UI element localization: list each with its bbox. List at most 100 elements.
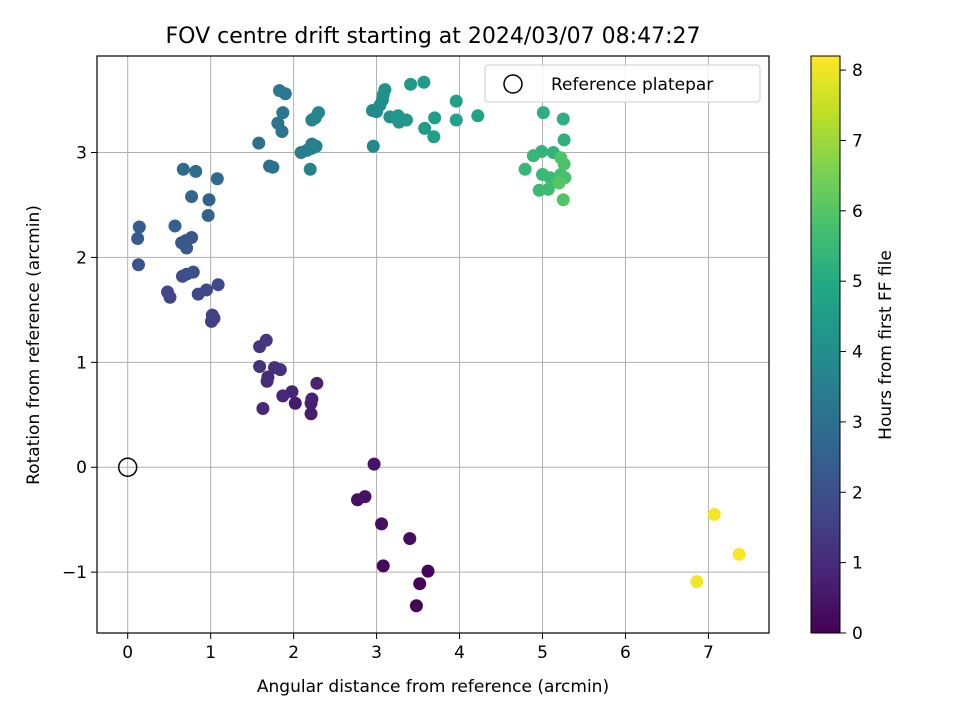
scatter-point	[200, 283, 214, 297]
scatter-point	[210, 172, 224, 186]
y-tick-label: 2	[76, 248, 87, 268]
scatter-point	[358, 490, 372, 504]
colorbar-tick-label: 0	[852, 624, 863, 644]
y-tick-label: 3	[76, 144, 87, 164]
scatter-point	[189, 164, 203, 178]
scatter-point	[278, 87, 292, 101]
x-axis-label: Angular distance from reference (arcmin)	[257, 677, 609, 697]
scatter-point	[409, 599, 423, 613]
scatter-point	[375, 517, 389, 531]
scatter-point	[180, 241, 194, 255]
scatter-point	[261, 370, 275, 384]
scatter-point	[132, 220, 146, 234]
colorbar-tick-label: 4	[852, 343, 863, 363]
scatter-point	[556, 112, 570, 126]
scatter-point	[168, 219, 182, 233]
colorbar-tick-label: 2	[852, 483, 863, 503]
scatter-point	[131, 232, 145, 246]
scatter-point	[312, 106, 326, 120]
scatter-point	[366, 139, 380, 153]
colorbar-label: Hours from first FF file	[876, 250, 896, 440]
scatter-point	[732, 547, 746, 561]
scatter-point	[275, 125, 289, 139]
scatter-point	[185, 190, 199, 204]
scatter-point	[131, 258, 145, 272]
scatter-point	[276, 106, 290, 120]
scatter-point	[367, 457, 381, 471]
scatter-point	[276, 389, 290, 403]
scatter-point	[556, 193, 570, 207]
legend-entry-reference: Reference platepar	[551, 75, 713, 95]
scatter-point	[557, 133, 571, 147]
x-tick-label: 0	[122, 643, 133, 663]
scatter-point	[288, 396, 302, 410]
y-axis-ticks: −1 0 1 2 3	[62, 144, 97, 583]
scatter-point	[541, 182, 555, 196]
scatter-point	[449, 113, 463, 127]
scatter-point	[201, 208, 215, 222]
scatter-point	[536, 106, 550, 120]
legend-box	[484, 64, 761, 103]
scatter-point	[421, 564, 435, 578]
scatter-point	[309, 139, 323, 153]
scatter-point	[427, 130, 441, 144]
chart-title: FOV centre drift starting at 2024/03/07 …	[166, 24, 701, 49]
scatter-point	[417, 75, 431, 89]
scatter-point	[205, 308, 219, 322]
colorbar-ticks: 0 1 2 3 4 5 6 7 8	[840, 61, 863, 644]
scatter-point	[403, 532, 417, 546]
scatter-point	[202, 193, 216, 207]
colorbar-tick-label: 8	[852, 61, 863, 81]
scatter-point	[378, 83, 392, 97]
scatter-point	[186, 265, 200, 279]
legend-reference-symbol	[503, 74, 523, 94]
scatter-point	[273, 363, 287, 377]
scatter-point	[413, 577, 427, 591]
scatter-point	[304, 407, 318, 421]
colorbar-tick-label: 1	[852, 554, 863, 574]
scatter-points	[131, 75, 746, 613]
scatter-point	[161, 285, 175, 299]
y-tick-label: −1	[62, 563, 87, 583]
scatter-point	[305, 392, 319, 406]
colorbar-tick-label: 3	[852, 413, 863, 433]
x-tick-label: 4	[454, 643, 465, 663]
reference-platepar-marker	[117, 457, 138, 477]
scatter-point	[266, 160, 280, 174]
scatter-point	[310, 376, 324, 390]
scatter-point	[252, 136, 266, 150]
scatter-point	[526, 149, 540, 163]
y-tick-label: 1	[76, 353, 87, 373]
scatter-point	[552, 176, 566, 190]
scatter-point	[211, 278, 225, 292]
scatter-point	[256, 401, 270, 415]
colorbar-tick-label: 5	[852, 272, 863, 292]
plot-frame	[96, 55, 770, 634]
scatter-point	[690, 575, 704, 589]
scatter-point	[404, 77, 418, 91]
scatter-point	[259, 333, 273, 347]
x-tick-label: 1	[205, 643, 216, 663]
colorbar	[810, 55, 841, 634]
x-tick-label: 6	[620, 643, 631, 663]
colorbar-tick-label: 7	[852, 131, 863, 151]
scatter-point	[303, 162, 317, 176]
x-tick-label: 7	[703, 643, 714, 663]
scatter-point	[399, 113, 413, 127]
x-tick-label: 2	[288, 643, 299, 663]
scatter-point	[428, 111, 442, 125]
x-tick-label: 3	[371, 643, 382, 663]
scatter-point	[471, 109, 485, 123]
scatter-point	[418, 121, 432, 135]
scatter-point	[707, 507, 721, 521]
scatter-point	[176, 162, 190, 176]
scatter-point	[185, 230, 199, 244]
scatter-point	[449, 94, 463, 108]
scatter-point	[376, 559, 390, 573]
scatter-point	[554, 151, 568, 165]
scatter-point	[253, 360, 267, 374]
y-axis-label: Rotation from reference (arcmin)	[24, 205, 44, 485]
scatter-point	[518, 162, 532, 176]
x-axis-ticks: 0 1 2 3 4 5 6 7	[122, 633, 714, 663]
